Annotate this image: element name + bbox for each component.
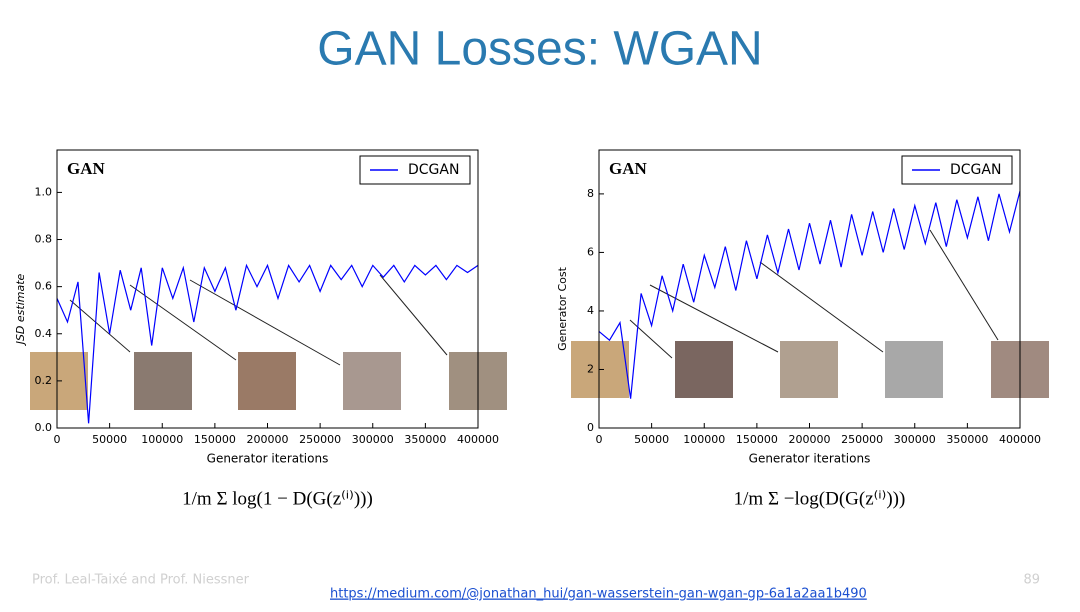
connector (129, 284, 237, 361)
footer-authors: Prof. Leal-Taixé and Prof. Niessner (32, 573, 250, 588)
connector (629, 319, 673, 359)
x-tick-label: 200000 (247, 433, 289, 446)
x-tick-label: 300000 (894, 433, 936, 446)
x-axis-label: Generator iterations (207, 452, 329, 466)
x-tick-label: 400000 (457, 433, 499, 446)
thumbnail (780, 341, 838, 398)
thumbnails (30, 341, 1049, 410)
y-axis-label: JSD estimate (14, 273, 27, 346)
x-tick-label: 350000 (404, 433, 446, 446)
y-axis-label: Generator Cost (556, 266, 569, 350)
y-tick-label: 0.8 (35, 233, 53, 246)
data-line (598, 190, 1021, 399)
loss-formula: 1/m Σ log(1 − D(G(z⁽ⁱ⁾))) (182, 488, 373, 509)
y-tick-label: 0.4 (35, 327, 53, 340)
x-tick-label: 50000 (634, 433, 669, 446)
y-tick-label: 0.6 (35, 280, 53, 293)
x-tick-label: 250000 (299, 433, 341, 446)
y-tick-label: 4 (587, 304, 594, 317)
x-tick-label: 300000 (352, 433, 394, 446)
connector (69, 299, 131, 353)
data-line (56, 263, 479, 424)
x-tick-label: 150000 (194, 433, 236, 446)
x-tick-label: 0 (596, 433, 603, 446)
connector (929, 229, 999, 341)
thumbnail (238, 352, 296, 410)
connector (759, 261, 884, 353)
connectors (69, 229, 999, 366)
y-tick-label: 0 (587, 421, 594, 434)
y-tick-label: 0.2 (35, 374, 53, 387)
x-tick-label: 50000 (92, 433, 127, 446)
plot-annotation: GAN (67, 159, 106, 178)
x-tick-label: 100000 (683, 433, 725, 446)
x-tick-label: 150000 (736, 433, 778, 446)
connector (189, 279, 341, 366)
page-number: 89 (1023, 573, 1040, 588)
footer-link[interactable]: https://medium.com/@jonathan_hui/gan-was… (330, 587, 867, 602)
loss-formula: 1/m Σ −log(D(G(z⁽ⁱ⁾))) (734, 488, 906, 509)
thumbnail (343, 352, 401, 410)
thumbnail (134, 352, 192, 410)
connector (379, 274, 448, 356)
x-axis-label: Generator iterations (749, 452, 871, 466)
legend-label: DCGAN (408, 162, 459, 178)
thumbnail (885, 341, 943, 398)
y-tick-label: 0.0 (35, 421, 53, 434)
y-tick-label: 1.0 (35, 185, 53, 198)
legend-label: DCGAN (950, 162, 1001, 178)
x-tick-label: 200000 (789, 433, 831, 446)
x-tick-label: 100000 (141, 433, 183, 446)
y-tick-label: 6 (587, 245, 594, 258)
x-tick-label: 400000 (999, 433, 1041, 446)
x-tick-label: 350000 (946, 433, 988, 446)
y-tick-label: 2 (587, 362, 594, 375)
plot-annotation: GAN (609, 159, 648, 178)
connector (649, 284, 779, 353)
x-tick-label: 250000 (841, 433, 883, 446)
slide-title: GAN Losses: WGAN (317, 23, 762, 76)
x-tick-label: 0 (54, 433, 61, 446)
thumbnail (675, 341, 733, 398)
y-tick-label: 8 (587, 187, 594, 200)
